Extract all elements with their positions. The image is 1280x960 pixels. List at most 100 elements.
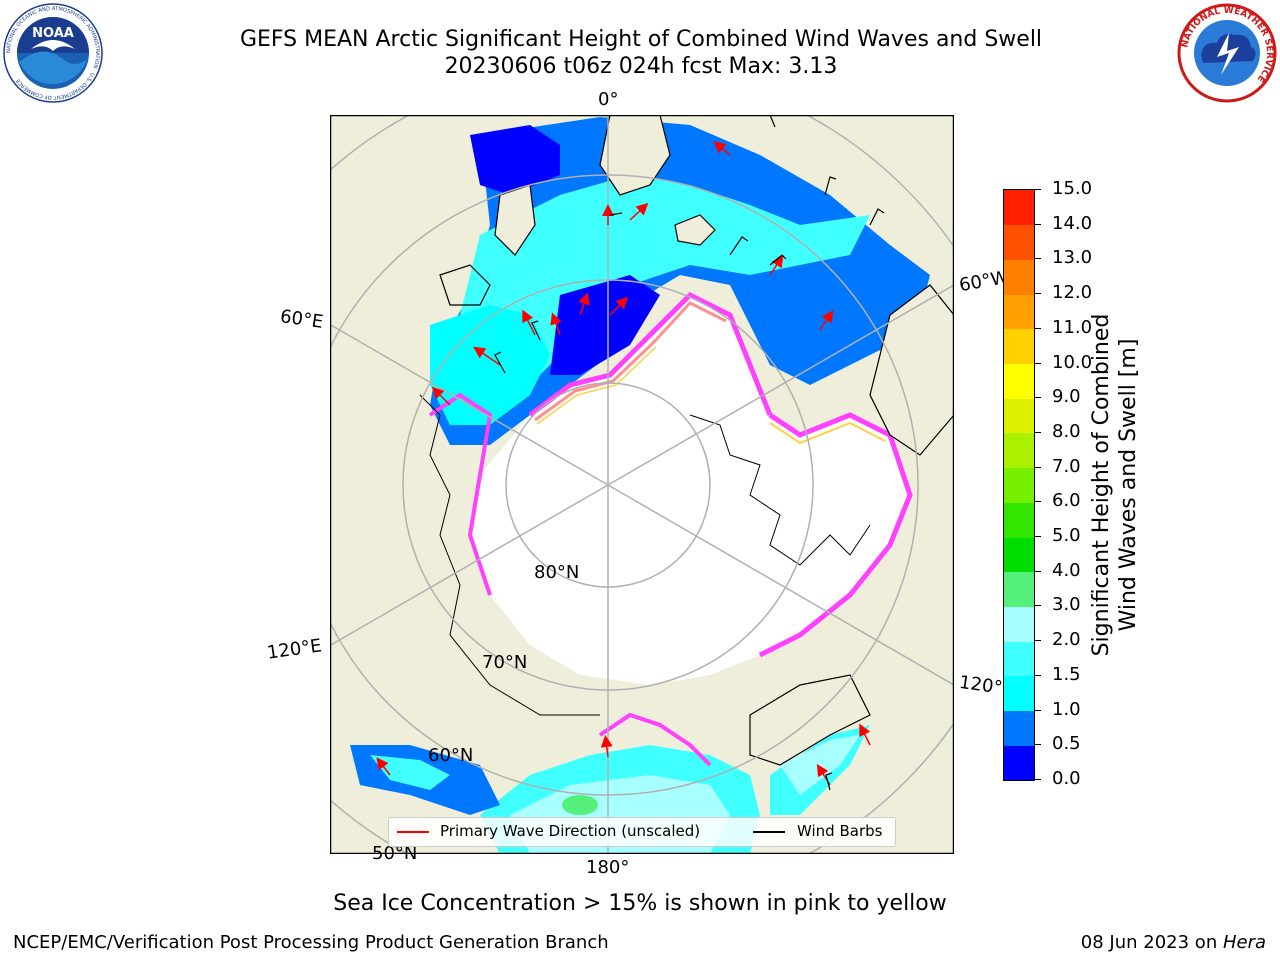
colorbar-tick bbox=[1034, 779, 1041, 780]
canadian-ice-edge bbox=[758, 412, 913, 658]
lat-label-70: 70°N bbox=[482, 652, 528, 673]
coastline-greenland bbox=[869, 284, 954, 456]
wind-barb bbox=[769, 115, 776, 128]
colorbar-tick-label: 6.0 bbox=[1052, 490, 1081, 512]
wave-arrow bbox=[600, 735, 613, 758]
colorbar-tick-label: 7.0 bbox=[1052, 455, 1081, 477]
coastline-siberia bbox=[419, 394, 600, 716]
coastline-iceland bbox=[674, 214, 716, 246]
colorbar-segment bbox=[1004, 398, 1034, 434]
coastline-novaya-zemlya bbox=[439, 264, 491, 306]
wind-barb bbox=[729, 236, 749, 256]
colorbar-tick-label: 0.0 bbox=[1052, 768, 1081, 789]
meridian-60e bbox=[330, 323, 609, 486]
colorbar-title: Significant Height of Combined Wind Waves… bbox=[1088, 275, 1142, 695]
colorbar-segment bbox=[1004, 606, 1034, 642]
wind-barb bbox=[609, 212, 623, 216]
wind-barb bbox=[824, 176, 837, 196]
wave-arrow bbox=[819, 310, 834, 331]
wave-arrow bbox=[473, 346, 501, 366]
lat-label-50: 50°N bbox=[372, 843, 418, 864]
colorbar-title-line: Significant Height of Combined bbox=[1089, 313, 1114, 657]
northern-blue-region bbox=[470, 125, 560, 195]
lat-label-80: 80°N bbox=[534, 562, 580, 583]
canadian-ice-edge-yellow bbox=[769, 421, 886, 445]
colorbar-tick bbox=[1034, 189, 1041, 190]
wave-arrow bbox=[629, 202, 649, 221]
map-legend: Primary Wave Direction (unscaled) Wind B… bbox=[388, 817, 896, 847]
meridian-60w bbox=[607, 284, 954, 486]
ice-edge-pink bbox=[528, 291, 773, 417]
colorbar-tick bbox=[1034, 223, 1041, 225]
wave-arrow bbox=[550, 312, 562, 336]
map-title: GEFS MEAN Arctic Significant Height of C… bbox=[239, 27, 1043, 52]
colorbar-tick-label: 11.0 bbox=[1052, 316, 1093, 338]
wind-barb bbox=[531, 320, 541, 341]
lon-label-60e: 60°E bbox=[278, 306, 325, 333]
colorbar-tick bbox=[1034, 536, 1041, 538]
colorbar-tick-label: 0.5 bbox=[1052, 733, 1081, 755]
noaa-logo: NOAA NATIONAL OCEANIC AND ATMOSPHERIC AD… bbox=[3, 3, 103, 103]
colorbar-tick bbox=[1034, 640, 1041, 642]
ice-edge-yellow bbox=[536, 346, 657, 425]
wave-direction-legend-line bbox=[397, 831, 429, 833]
colorbar-segment bbox=[1004, 710, 1034, 746]
meridian-120e bbox=[330, 484, 609, 647]
pacific-green-patch bbox=[562, 795, 598, 815]
wind-barbs-legend-label: Wind Barbs bbox=[797, 822, 883, 840]
arctic-map[interactable] bbox=[330, 115, 954, 854]
lat-label-60: 60°N bbox=[428, 745, 474, 766]
wind-barb bbox=[494, 351, 506, 374]
map-subtitle: 20230606 t06z 024h fcst Max: 3.13 bbox=[444, 54, 838, 79]
wave-direction-legend-label: Primary Wave Direction (unscaled) bbox=[440, 822, 701, 840]
footer-credit: NCEP/EMC/Verification Post Processing Pr… bbox=[13, 932, 609, 953]
colorbar-tick bbox=[1034, 605, 1041, 607]
wind-barb bbox=[869, 208, 885, 226]
wave-arrow bbox=[713, 141, 731, 156]
colorbar-tick bbox=[1034, 431, 1041, 433]
wind-barbs-legend-line bbox=[753, 831, 785, 833]
colorbar-tick bbox=[1034, 362, 1041, 364]
footer-host: Hera bbox=[1222, 932, 1266, 953]
meridian-120w bbox=[607, 484, 954, 686]
colorbar-tick bbox=[1034, 744, 1041, 746]
pacific-ice-edge bbox=[598, 712, 712, 767]
colorbar-tick bbox=[1034, 258, 1041, 260]
lon-label-180: 180° bbox=[586, 857, 630, 878]
colorbar-tick-label: 15.0 bbox=[1052, 178, 1093, 199]
wave-arrow bbox=[769, 255, 784, 276]
coastline-canadian-archipelago bbox=[689, 414, 871, 566]
colorbar-segment bbox=[1004, 328, 1034, 365]
wave-arrow bbox=[376, 757, 391, 776]
graticule bbox=[330, 115, 954, 854]
okhotsk-light-region bbox=[370, 755, 450, 790]
colorbar-tick-label: 8.0 bbox=[1052, 420, 1081, 442]
colorbar-tick bbox=[1034, 397, 1041, 399]
colorbar-tick-label: 3.0 bbox=[1052, 594, 1081, 616]
wave-direction-arrows bbox=[376, 141, 871, 786]
colorbar-tick-label: 1.5 bbox=[1052, 663, 1081, 685]
colorbar-segment bbox=[1004, 502, 1034, 538]
colorbar-tick bbox=[1034, 501, 1041, 503]
colorbar-tick-label: 4.0 bbox=[1052, 559, 1081, 581]
wave-arrow bbox=[578, 292, 590, 316]
colorbar-tick-label: 12.0 bbox=[1052, 282, 1093, 304]
colorbar-tick bbox=[1034, 466, 1041, 468]
colorbar-tick bbox=[1034, 674, 1041, 676]
colorbar-tick bbox=[1034, 327, 1041, 329]
colorbar-title-line: Wind Waves and Swell [m] bbox=[1116, 338, 1141, 632]
colorbar-tick-label: 13.0 bbox=[1052, 247, 1093, 269]
colorbar-segment bbox=[1004, 571, 1034, 607]
colorbar-tick bbox=[1034, 293, 1041, 295]
lon-label-120e: 120°E bbox=[265, 635, 323, 664]
wave-arrow bbox=[609, 296, 629, 316]
colorbar-segment bbox=[1004, 537, 1034, 573]
colorbar-segment bbox=[1004, 294, 1034, 330]
colorbar-segment bbox=[1004, 675, 1034, 712]
footer-date-text: 08 Jun 2023 on bbox=[1080, 932, 1223, 953]
siberian-ice-edge bbox=[428, 392, 493, 596]
wave-arrow bbox=[859, 723, 871, 746]
colorbar-segment bbox=[1004, 363, 1034, 399]
colorbar-tick-label: 1.0 bbox=[1052, 698, 1081, 720]
colorbar-segment bbox=[1004, 190, 1034, 226]
